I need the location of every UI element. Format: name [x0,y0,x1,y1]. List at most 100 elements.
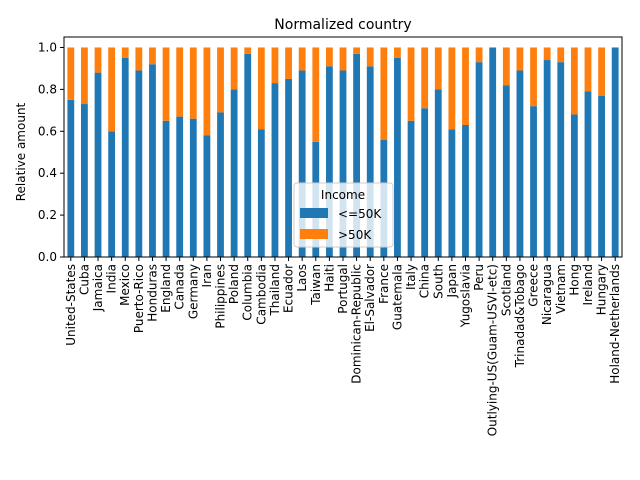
x-tick-label-29: Yugoslavia [458,264,472,328]
bar-le50k-39 [598,95,605,258]
x-tick-label-8: Canada [173,264,187,310]
x-tick-label-31: Outlying-US(Guam-USVI-etc) [486,264,500,436]
y-tick-label-3: 0.6 [38,124,57,138]
x-tick-label-38: Ireland [581,264,595,306]
bar-le50k-3 [108,131,116,257]
bar-gt50k-34 [530,47,537,107]
bar-le50k-32 [502,85,510,257]
x-axis: United-States Cuba Jamaica India Mexico Puert… [64,257,622,436]
bar-le50k-17 [298,70,306,258]
x-tick-label-26: China [418,264,432,298]
bar-le50k-40 [611,47,619,257]
bar-gt50k-18 [312,47,320,142]
bar-gt50k-27 [434,47,442,90]
x-tick-label-37: Hong [567,264,581,296]
bar-gt50k-6 [149,47,156,65]
bar-gt50k-36 [557,47,565,63]
bar-le50k-19 [325,66,333,257]
x-tick-label-12: Poland [227,264,241,304]
bar-le50k-16 [285,78,292,258]
bar-le50k-29 [462,125,469,257]
x-tick-label-40: Holand-Netherlands [608,264,622,384]
x-tick-label-6: Honduras [145,264,159,322]
bar-gt50k-26 [421,47,429,109]
bar-gt50k-16 [285,47,292,79]
x-tick-label-0: United-States [64,264,78,346]
y-tick-label-0: 0.0 [38,250,57,264]
bar-gt50k-4 [121,47,129,58]
bar-le50k-0 [67,99,75,257]
x-tick-label-22: El-Salvador [363,264,377,332]
plot-frame [63,36,623,258]
x-tick-label-10: Iran [200,264,214,287]
bar-le50k-12 [230,89,238,257]
bar-le50k-9 [189,118,197,257]
bar-le50k-5 [135,70,143,258]
bar-le50k-35 [543,60,551,257]
x-tick-label-21: Dominican-Republic [350,264,364,384]
bar-gt50k-20 [339,47,347,71]
bar-gt50k-9 [189,47,197,119]
bar-gt50k-1 [81,47,88,105]
legend-swatch-gt50k [300,229,328,239]
bar-le50k-10 [203,135,211,257]
bar-gt50k-38 [584,47,592,92]
bar-gt50k-37 [570,47,578,115]
x-tick-label-28: Japan [445,264,459,298]
bar-le50k-22 [366,66,374,257]
bar-gt50k-21 [353,47,361,54]
bar-gt50k-33 [516,47,524,71]
bar-gt50k-5 [135,47,143,71]
x-tick-label-14: Cambodia [254,264,268,325]
x-tick-label-2: Jamaica [91,264,105,312]
y-tick-label-4: 0.8 [38,82,57,96]
bar-le50k-26 [421,108,429,257]
bar-le50k-24 [394,57,401,258]
x-tick-label-19: Haiti [322,264,336,292]
bar-le50k-30 [475,62,483,258]
bar-le50k-25 [407,120,415,257]
bar-gt50k-10 [203,47,211,136]
x-tick-label-35: Nicaragua [540,264,554,325]
x-tick-label-15: Thailand [268,264,282,317]
x-tick-label-27: South [431,264,445,299]
bar-le50k-1 [81,104,88,257]
bar-le50k-28 [448,129,456,257]
x-tick-label-4: Mexico [118,264,132,306]
bar-gt50k-29 [462,47,469,125]
x-tick-label-25: Italy [404,264,418,290]
bar-gt50k-22 [366,47,374,67]
bar-gt50k-19 [325,47,333,67]
x-tick-label-24: Guatemala [390,264,404,330]
bar-gt50k-7 [162,47,170,121]
x-tick-label-1: Cuba [77,264,91,295]
bar-le50k-7 [162,120,170,257]
y-axis: 0.0 0.2 0.4 0.6 0.8 1.0 [38,40,64,264]
y-axis-label: Relative amount [14,102,28,201]
bar-gt50k-23 [380,47,388,140]
bar-gt50k-17 [298,47,306,71]
legend-label-le50k: <=50K [338,207,382,221]
y-tick-label-1: 0.2 [38,208,57,222]
bar-gt50k-30 [475,47,483,63]
bar-le50k-6 [149,64,156,257]
bar-gt50k-0 [67,47,75,100]
x-tick-label-13: Columbia [241,264,255,321]
bar-gt50k-13 [244,47,252,54]
x-tick-label-5: Puerto-Rico [132,264,146,333]
bar-le50k-13 [244,53,252,258]
x-tick-label-36: Vietnam [554,264,568,314]
bar-gt50k-39 [598,47,605,96]
bar-le50k-38 [584,91,592,257]
x-tick-label-11: Philippines [214,264,228,329]
x-tick-label-32: Scotland [499,264,513,316]
x-tick-label-17: Laos [295,264,309,292]
x-tick-label-33: Trinadad&Tobago [513,264,527,368]
bar-le50k-20 [339,70,347,258]
bar-le50k-8 [176,116,184,257]
bar-gt50k-35 [543,47,551,61]
legend-label-gt50k: >50K [338,228,372,242]
legend: Income <=50K >50K [293,182,394,248]
x-tick-label-18: Taiwan [309,264,323,306]
